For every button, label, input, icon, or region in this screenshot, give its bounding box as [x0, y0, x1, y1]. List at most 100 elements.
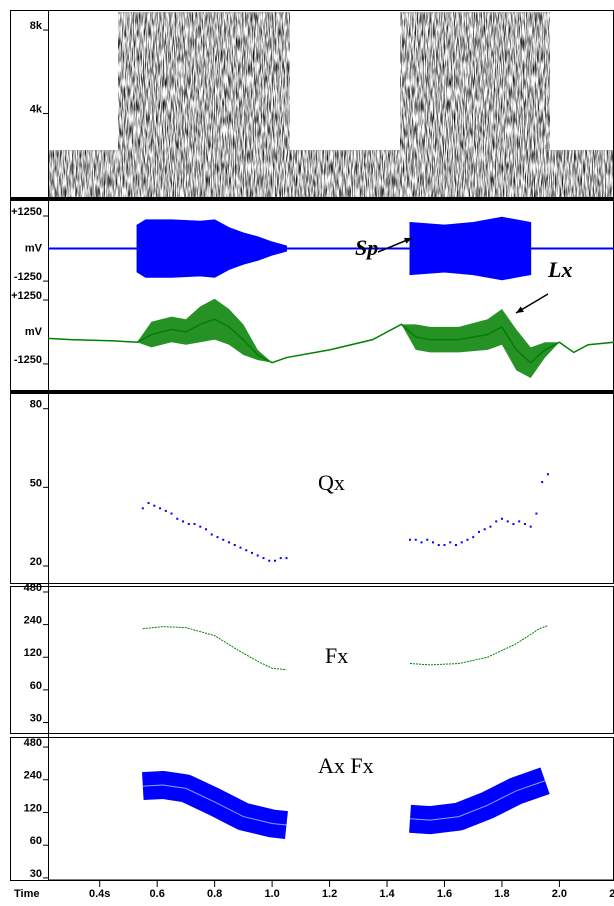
- y-tick-label: 240: [24, 615, 42, 627]
- y-tick-label: 4k: [30, 103, 43, 115]
- y-tick-label: +1250: [11, 290, 42, 302]
- qx-point: [518, 520, 521, 523]
- qx-point: [500, 517, 503, 520]
- arrow-head: [516, 306, 524, 313]
- y-axis-label: mV: [25, 242, 43, 254]
- x-tick-label: 2.0: [552, 888, 567, 900]
- qx-point: [170, 512, 173, 515]
- qx-point: [443, 544, 446, 546]
- qx-point: [199, 525, 202, 528]
- qx-point: [512, 523, 515, 526]
- qx-point: [182, 520, 185, 523]
- y-tick-label: +1250: [11, 206, 42, 218]
- qx-point: [431, 541, 434, 544]
- amplitude-band: [142, 770, 288, 839]
- y-tick-label: -1250: [14, 271, 42, 283]
- qx-point: [250, 551, 253, 554]
- qx-point: [495, 520, 498, 523]
- y-axis-label: mV: [25, 326, 43, 338]
- x-tick-label: 1.4: [379, 888, 395, 900]
- qx-point: [164, 509, 167, 512]
- qx-point: [193, 523, 196, 526]
- annotation: Sp: [355, 235, 378, 260]
- qx-point: [409, 538, 412, 541]
- qx-point: [205, 528, 208, 531]
- qx-point: [460, 541, 463, 544]
- annotation: Ax Fx: [318, 753, 374, 778]
- qx-point: [506, 520, 509, 523]
- qx-point: [279, 557, 282, 560]
- y-tick-label: 60: [30, 680, 42, 692]
- qx-point: [216, 536, 219, 539]
- qx-point: [268, 559, 271, 562]
- y-tick-label: 8k: [30, 20, 43, 32]
- qx-point: [228, 541, 231, 544]
- qx-point: [454, 544, 457, 546]
- qx-point: [262, 557, 265, 560]
- qx-point: [233, 544, 236, 546]
- x-tick-label: 0.8: [207, 888, 222, 900]
- fx-line: [409, 625, 549, 666]
- qx-point: [147, 502, 150, 505]
- qx-point: [222, 538, 225, 541]
- y-tick-label: 20: [30, 556, 42, 568]
- qx-point: [239, 546, 242, 549]
- qx-point: [187, 523, 190, 526]
- y-tick-label: 240: [24, 770, 42, 782]
- qx-point: [176, 517, 179, 520]
- annotation: Qx: [318, 470, 345, 495]
- x-tick-label: 2.2: [609, 888, 614, 900]
- y-tick-label: 120: [24, 802, 42, 814]
- qx-point: [256, 554, 259, 557]
- vibration-band: [48, 298, 614, 378]
- qx-point: [483, 528, 486, 531]
- qx-point: [489, 525, 492, 528]
- qx-point: [535, 512, 538, 515]
- qx-point: [285, 557, 288, 560]
- qx-point: [414, 538, 417, 541]
- lx-line: [47, 318, 614, 364]
- arrow-head: [404, 237, 412, 244]
- waveform-envelope: [409, 216, 532, 281]
- qx-point: [472, 536, 475, 539]
- x-tick-label: 1.2: [322, 888, 337, 900]
- y-tick-label: 50: [30, 477, 42, 489]
- waveform-envelope: [136, 219, 287, 278]
- x-axis-label: Time: [14, 888, 39, 900]
- spectrogram-texture: [48, 12, 614, 197]
- annotation: Fx: [325, 643, 348, 668]
- x-tick-label: 1.0: [264, 888, 279, 900]
- y-tick-label: 120: [24, 647, 42, 659]
- qx-point: [477, 530, 480, 533]
- qx-point: [541, 481, 544, 484]
- x-tick-label: 0.4s: [89, 888, 110, 900]
- qx-point: [529, 525, 532, 528]
- y-tick-label: -1250: [14, 354, 42, 366]
- y-tick-label: 30: [30, 712, 42, 724]
- x-tick-label: 1.8: [494, 888, 509, 900]
- qx-point: [159, 507, 162, 510]
- y-tick-label: 80: [30, 399, 42, 411]
- qx-point: [437, 544, 440, 546]
- qx-point: [153, 504, 156, 507]
- qx-point: [141, 507, 144, 510]
- amplitude-band: [409, 767, 550, 835]
- qx-point: [426, 538, 429, 541]
- x-tick-label: 0.6: [150, 888, 165, 900]
- fx-line: [142, 626, 287, 671]
- fx-center: [142, 784, 287, 826]
- qx-point: [210, 533, 213, 536]
- fx-center: [409, 780, 546, 821]
- y-tick-label: 480: [24, 582, 42, 594]
- x-tick-label: 1.6: [437, 888, 452, 900]
- y-tick-label: 60: [30, 835, 42, 847]
- qx-point: [245, 549, 248, 552]
- qx-point: [420, 541, 423, 544]
- y-tick-label: 480: [24, 737, 42, 749]
- qx-point: [273, 559, 276, 562]
- qx-point: [449, 541, 452, 544]
- qx-point: [523, 523, 526, 526]
- qx-point: [546, 473, 549, 476]
- y-tick-label: 30: [30, 868, 42, 880]
